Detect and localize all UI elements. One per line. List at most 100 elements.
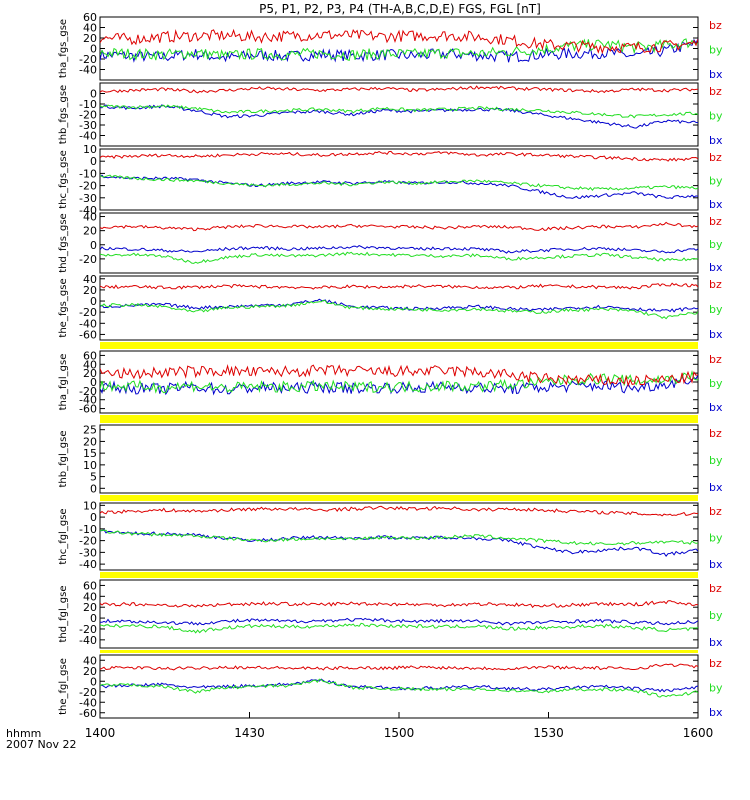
series-bz-line [100, 364, 698, 388]
legend-bx: bx [709, 328, 723, 341]
series-bz-line [100, 150, 698, 162]
legend-bx: bx [709, 198, 723, 211]
y-tick-label: -20 [79, 53, 97, 66]
y-tick-label: -20 [79, 623, 97, 636]
legend-bz: bz [709, 215, 722, 228]
y-tick-label: 20 [83, 601, 97, 614]
y-tick-label: -40 [79, 558, 97, 571]
legend-by: by [709, 532, 723, 545]
y-tick-label: 40 [83, 590, 97, 603]
legend-bx: bx [709, 481, 723, 494]
y-tick-label: -40 [79, 634, 97, 647]
series-bz-line [100, 85, 698, 94]
legend-by: by [709, 238, 723, 251]
chart-title: P5, P1, P2, P3, P4 (TH-A,B,C,D,E) FGS, F… [259, 2, 541, 16]
legend-by: by [709, 609, 723, 622]
legend-bz: bz [709, 505, 722, 518]
y-tick-label: 10 [83, 499, 97, 512]
gap-band [100, 650, 698, 653]
y-tick-label: 0 [90, 43, 97, 56]
panel-ylabel: thc_fgl_gse [58, 508, 69, 564]
legend-bz: bz [709, 151, 722, 164]
y-tick-label: 60 [83, 579, 97, 592]
legend-bz: bz [709, 582, 722, 595]
legend-bz: bz [709, 278, 722, 291]
legend-by: by [709, 175, 723, 188]
y-tick-label: -60 [79, 403, 97, 416]
panel-3: 100-10-20-30-40 thc_fgs_gse bz by bx [58, 143, 723, 217]
y-tick-label: 40 [83, 654, 97, 667]
series-bx-line [100, 38, 698, 63]
series-by-line [100, 251, 698, 264]
series-by-line [100, 370, 698, 394]
y-tick-label: -10 [79, 523, 97, 536]
series-bx-line [100, 245, 698, 254]
gap-band [100, 572, 698, 578]
panel-frame [99, 424, 699, 494]
y-tick-label: -40 [79, 696, 97, 709]
y-tick-label: 40 [83, 273, 97, 286]
y-tick-label: 5 [90, 471, 97, 484]
panel-frame [99, 502, 699, 571]
gap-band [100, 495, 698, 501]
legend-bz: bz [709, 657, 722, 670]
series-bx-line [100, 678, 698, 693]
y-tick-label: 20 [83, 665, 97, 678]
legend-bx: bx [709, 636, 723, 649]
y-tick-label: 0 [90, 511, 97, 524]
y-tick-label: -20 [79, 385, 97, 398]
x-tick-label: 1530 [533, 726, 564, 740]
panel-frame [99, 275, 699, 341]
x-axis: 1400 1430 1500 1530 1600 [85, 712, 714, 740]
panel-ylabel: the_fgs_gse [58, 278, 69, 337]
series-by-line [100, 622, 698, 634]
series-by-line [100, 678, 698, 698]
y-tick-label: -40 [79, 64, 97, 77]
y-tick-label: -30 [79, 119, 97, 132]
series-by-line [100, 529, 698, 546]
y-tick-label: 0 [90, 155, 97, 168]
series-bx-line [100, 374, 698, 396]
series-by-line [100, 38, 698, 61]
y-tick-label: 40 [83, 22, 97, 35]
gap-bands [100, 342, 698, 653]
series-bx-line [100, 617, 698, 626]
y-tick-label: -20 [79, 306, 97, 319]
panel-ylabel: tha_fgl_gse [58, 354, 69, 411]
y-tick-label: -60 [79, 328, 97, 341]
panel-ylabel: thd_fgs_gse [58, 213, 69, 272]
x-tick-label: 1500 [384, 726, 415, 740]
panel-frame [99, 212, 699, 274]
panel-8: 100-10-20-30-40 thc_fgl_gse bz by bx [58, 499, 723, 571]
legend-bx: bx [709, 558, 723, 571]
y-tick-label: -20 [79, 686, 97, 699]
panel-2: 0-10-20-30-40 thb_fgs_gse bz by bx [58, 82, 723, 147]
y-tick-label: 15 [83, 447, 97, 460]
legend-by: by [709, 44, 723, 57]
y-tick-label: 0 [90, 239, 97, 252]
panel-ylabel: the_fgl_gse [58, 658, 69, 715]
legend-bx: bx [709, 261, 723, 274]
y-tick-label: 20 [83, 284, 97, 297]
panel-ylabel: tha_fgs_gse [58, 19, 69, 78]
legend-by: by [709, 682, 723, 695]
legend-by: by [709, 303, 723, 316]
panel-frame [99, 579, 699, 649]
series-bz-line [100, 282, 698, 290]
y-tick-label: -20 [79, 109, 97, 122]
y-tick-label: 20 [83, 367, 97, 380]
series-by-line [100, 104, 698, 119]
legend-bz: bz [709, 427, 722, 440]
legend-by: by [709, 454, 723, 467]
series-bz-line [100, 221, 698, 232]
y-tick-label: 40 [83, 211, 97, 224]
gap-band [100, 342, 698, 349]
x-tick-label: 1600 [683, 726, 714, 740]
legend-bx: bx [709, 134, 723, 147]
y-tick-label: 60 [83, 11, 97, 24]
y-tick-label: 60 [83, 349, 97, 362]
